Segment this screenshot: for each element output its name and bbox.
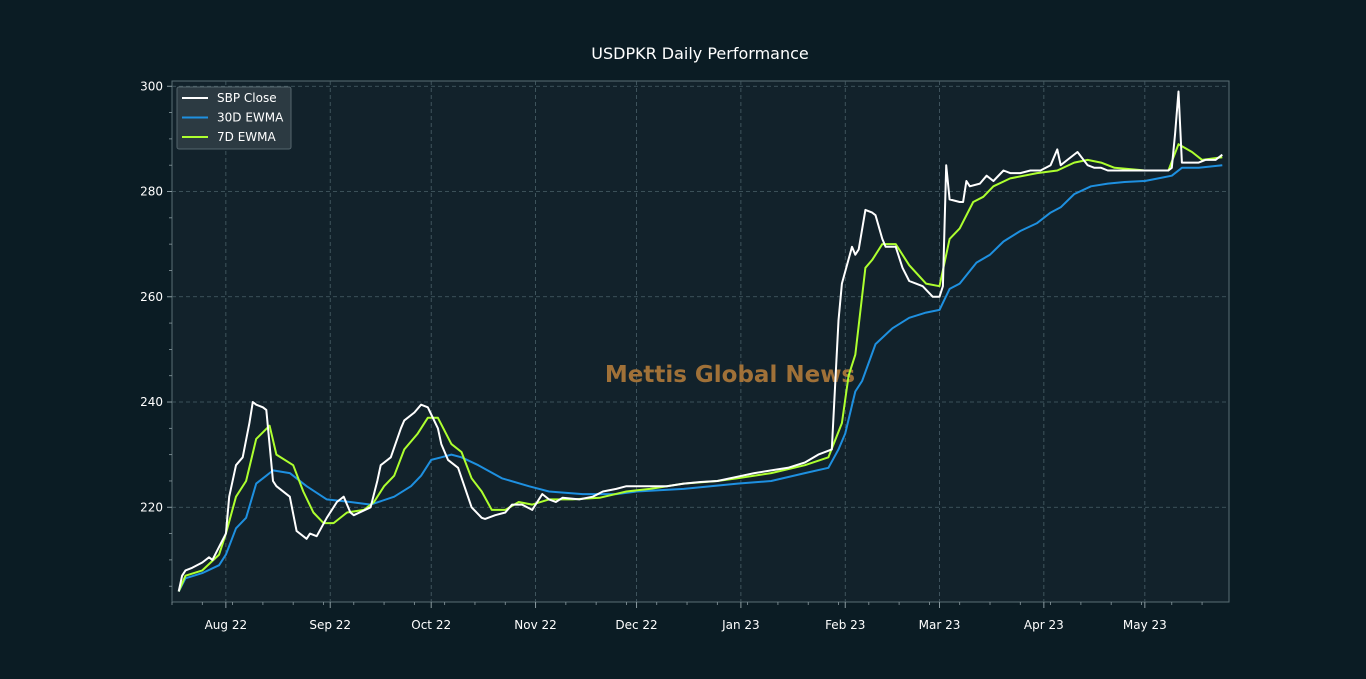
y-tick-label: 260 — [140, 290, 163, 304]
y-tick-label: 300 — [140, 79, 163, 93]
chart-title: USDPKR Daily Performance — [591, 44, 809, 63]
y-tick-label: 240 — [140, 395, 163, 409]
x-tick-label: Mar 23 — [919, 618, 961, 632]
x-tick-label: Sep 22 — [309, 618, 351, 632]
series-line-sbp-close — [177, 90, 1223, 592]
series-line-30d-ewma — [177, 164, 1223, 592]
legend-label: SBP Close — [217, 91, 277, 105]
x-tick-label: Aug 22 — [205, 618, 248, 632]
series-line-7d-ewma — [177, 143, 1223, 592]
x-tick-label: Oct 22 — [411, 618, 451, 632]
x-tick-label: Dec 22 — [615, 618, 657, 632]
x-tick-label: Feb 23 — [825, 618, 865, 632]
watermark: Mettis Global News — [605, 362, 855, 388]
legend-label: 30D EWMA — [217, 111, 284, 125]
legend-box — [176, 86, 292, 150]
x-tick-label: May 23 — [1123, 618, 1167, 632]
axes: 220 240 260 280 300 Aug 22 Sep 22 Oct 22 Nov 22 D… — [140, 79, 1203, 632]
y-tick-label: 220 — [140, 500, 163, 514]
x-tick-label: Jan 23 — [721, 618, 760, 632]
x-tick-label: Nov 22 — [514, 618, 557, 632]
legend-label: 7D EWMA — [217, 130, 276, 144]
series-lines — [177, 90, 1223, 592]
x-tick-label: Apr 23 — [1024, 618, 1064, 632]
y-tick-label: 280 — [140, 185, 163, 199]
plot-area — [171, 80, 1230, 603]
legend: SBP Close 30D EWMA 7D EWMA — [176, 86, 292, 150]
